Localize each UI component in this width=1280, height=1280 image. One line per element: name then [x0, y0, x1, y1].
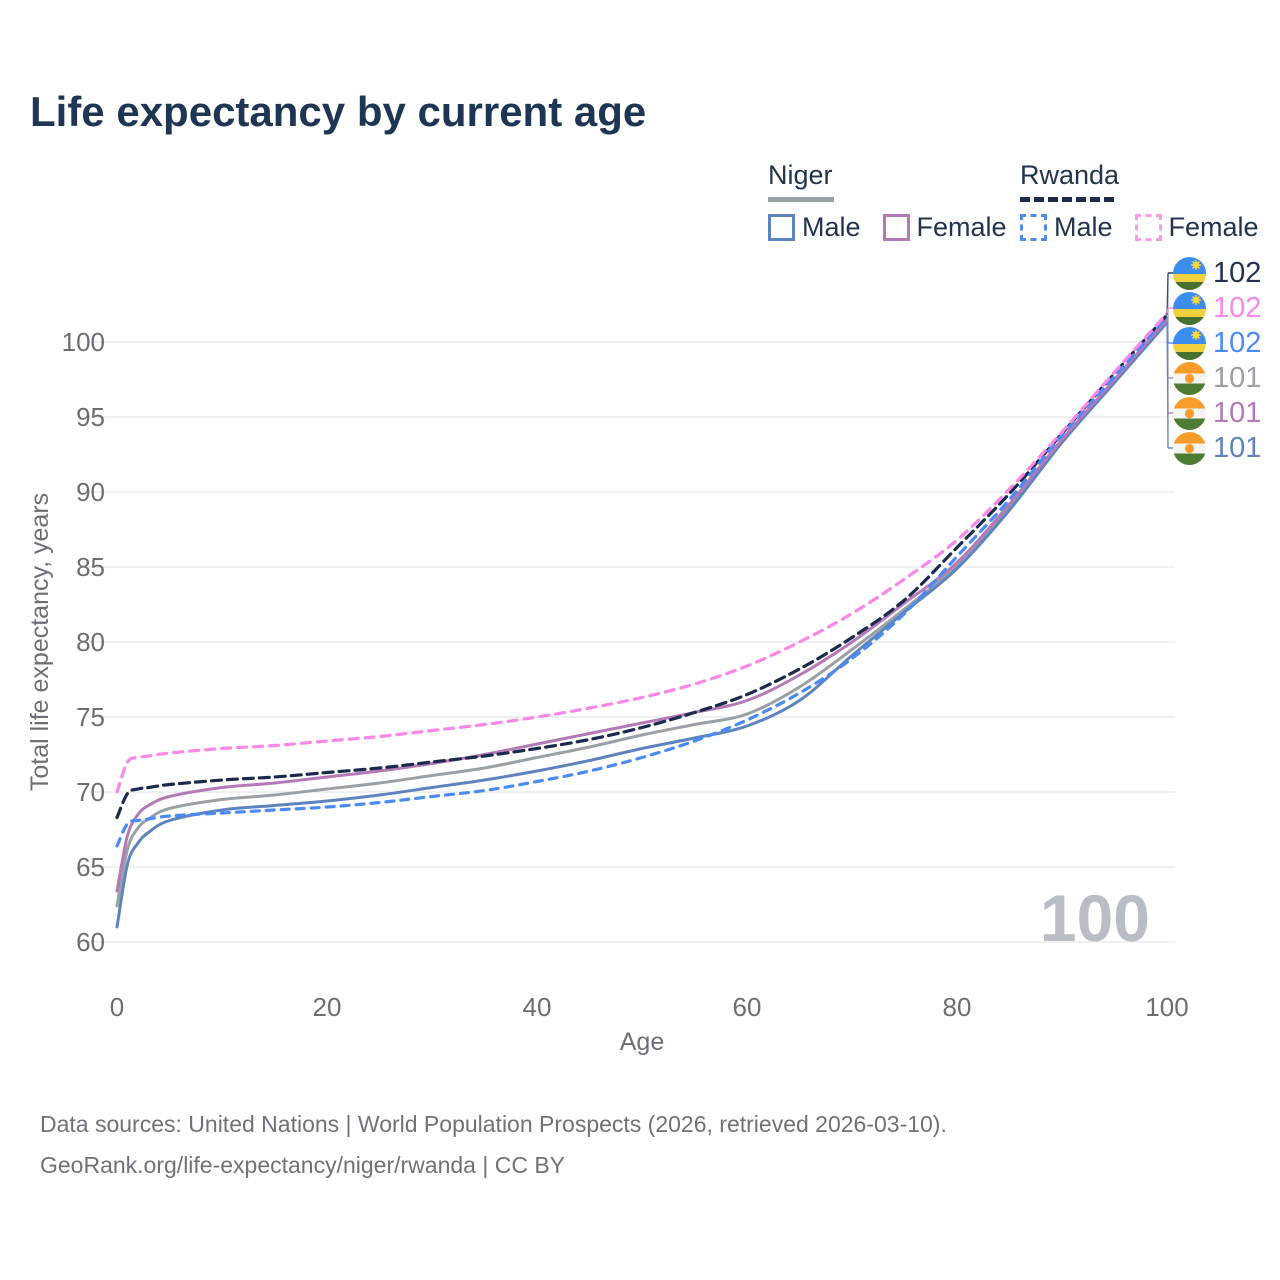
page-title: Life expectancy by current age	[30, 88, 647, 135]
x-tick-80: 80	[943, 992, 972, 1022]
x-tick-60: 60	[733, 992, 762, 1022]
legend-label-female: Female	[916, 212, 1007, 242]
legend-label-female: Female	[1168, 212, 1259, 242]
x-tick-0: 0	[110, 992, 124, 1022]
legend-item-rwanda-male[interactable]: Male	[1020, 212, 1113, 243]
end-label-connector	[1166, 322, 1169, 449]
y-tick-65: 65	[76, 852, 105, 882]
x-axis-title: Age	[620, 1028, 664, 1056]
niger-female-swatch-icon	[882, 214, 910, 241]
y-tick-75: 75	[76, 702, 105, 732]
legend-underline-solid	[768, 197, 834, 202]
hovered-age-watermark: 100	[1040, 881, 1150, 955]
end-label-connector	[1166, 307, 1169, 314]
series-line-niger-total[interactable]	[115, 319, 1169, 908]
y-tick-85: 85	[76, 552, 105, 582]
legend-group-rwanda: Rwanda Male Female	[1020, 160, 1259, 243]
legend-country-rwanda: Rwanda	[1020, 160, 1120, 190]
footer: Data sources: United Nations | World Pop…	[40, 1104, 947, 1186]
series-line-niger-male[interactable]	[115, 321, 1169, 929]
niger-male-swatch-icon	[768, 214, 795, 241]
y-tick-95: 95	[76, 402, 105, 432]
y-tick-100: 100	[62, 327, 105, 357]
y-tick-80: 80	[76, 627, 105, 657]
y-tick-70: 70	[76, 777, 105, 807]
legend-label-male: Male	[802, 212, 861, 242]
series-line-niger-female[interactable]	[115, 318, 1169, 893]
legend-item-niger-female[interactable]: Female	[882, 212, 1007, 243]
series-line-rwanda-male[interactable]	[115, 314, 1169, 848]
legend-country-niger: Niger	[768, 160, 833, 190]
y-tick-60: 60	[76, 927, 105, 957]
legend-label-male: Male	[1054, 212, 1113, 242]
x-tick-20: 20	[313, 992, 342, 1022]
y-tick-90: 90	[76, 477, 105, 507]
x-tick-40: 40	[523, 992, 552, 1022]
legend-item-rwanda-female[interactable]: Female	[1134, 212, 1259, 243]
legend-underline-dashed	[1020, 197, 1114, 202]
series-line-rwanda-total[interactable]	[115, 313, 1169, 820]
rwanda-female-swatch-icon	[1134, 214, 1162, 241]
footer-attribution: GeoRank.org/life-expectancy/niger/rwanda…	[40, 1152, 566, 1178]
end-label-connector	[1166, 272, 1169, 316]
y-axis-title: Total life expectancy, years	[26, 493, 54, 791]
legend-group-niger: Niger Male Female	[768, 160, 1007, 243]
x-tick-100: 100	[1145, 992, 1188, 1022]
series-line-rwanda-female[interactable]	[115, 311, 1169, 794]
rwanda-male-swatch-icon	[1020, 214, 1047, 241]
footer-sources: Data sources: United Nations | World Pop…	[40, 1111, 947, 1137]
legend-item-niger-male[interactable]: Male	[768, 212, 861, 243]
